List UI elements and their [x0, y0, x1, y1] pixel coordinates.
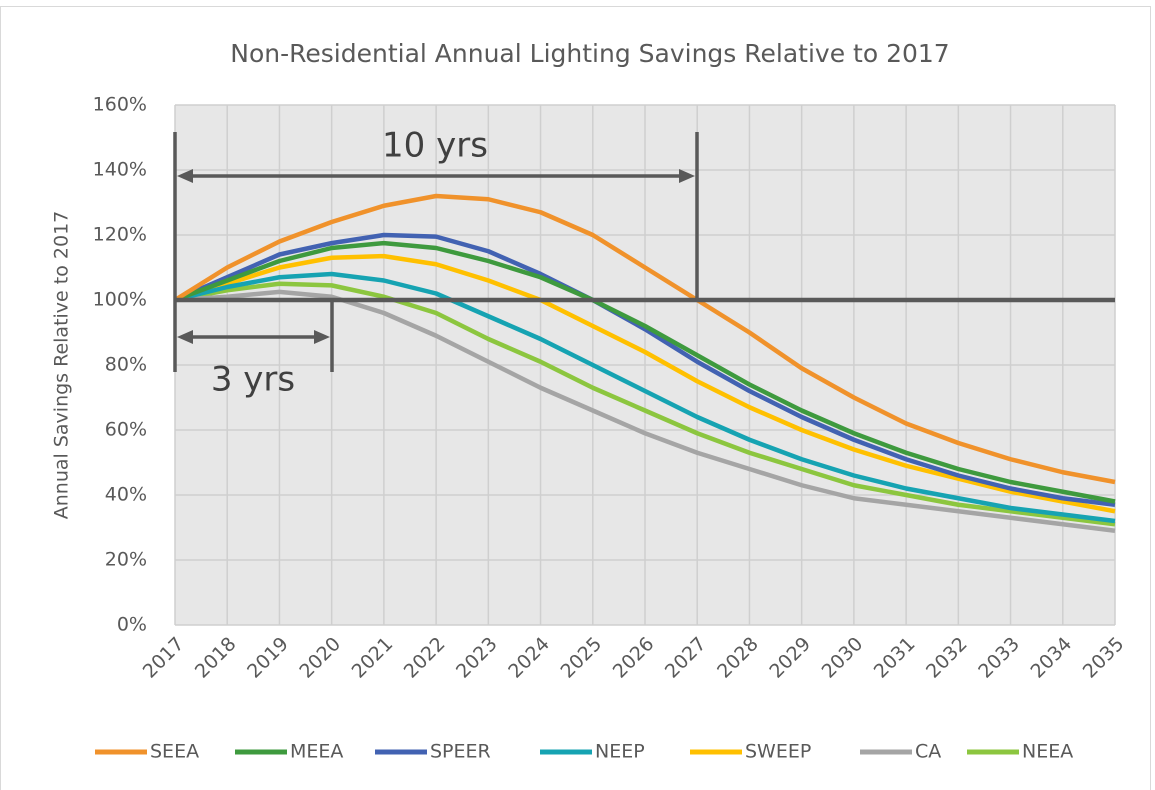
x-tick-label: 2028: [713, 633, 763, 683]
legend-label: SEEA: [150, 741, 199, 763]
series-line: [174, 232, 1116, 507]
y-tick-label: 120%: [93, 224, 147, 246]
annotation-lines: [173, 132, 1115, 372]
annotation: 3 yrs: [211, 360, 295, 400]
arrow-head: [314, 330, 330, 344]
chart-frame: [0, 6, 1151, 790]
series-line: [174, 289, 1116, 533]
x-tick-label: 2023: [452, 633, 502, 683]
legend-label: MEEA: [290, 741, 343, 763]
x-tick-label: 2029: [765, 633, 815, 683]
series-line: [174, 240, 1116, 504]
x-tick-label: 2030: [818, 633, 868, 683]
y-tick-label: 80%: [105, 354, 147, 376]
x-tick-label: 2019: [243, 633, 293, 683]
legend-label: SPEER: [430, 741, 491, 763]
series-line: [174, 271, 1116, 524]
legend-label: NEEP: [595, 741, 645, 763]
legend: SEEA MEEA SPEER NEEP SWEEP CA NEEA: [95, 741, 1073, 763]
arrow-head: [177, 169, 193, 183]
x-tick-label: 2031: [870, 633, 920, 683]
annotation: 10 yrs: [382, 126, 488, 166]
y-tick-label: 100%: [93, 289, 147, 311]
arrow-head: [679, 169, 695, 183]
arrow-head: [177, 330, 193, 344]
legend-label: CA: [915, 741, 941, 763]
x-tick-label: 2027: [661, 633, 711, 683]
x-tick-label: 2025: [556, 633, 606, 683]
x-tick-label: 2021: [348, 633, 398, 683]
x-tick-label: 2034: [1026, 633, 1076, 683]
y-tick-label: 0%: [117, 614, 147, 636]
y-tick-label: 60%: [105, 419, 147, 441]
legend-label: SWEEP: [745, 741, 811, 763]
x-tick-label: 2022: [400, 633, 450, 683]
series-line: [173, 193, 1116, 485]
x-tick-label: 2024: [504, 633, 554, 683]
y-axis-title: Annual Savings Relative to 2017: [51, 211, 73, 519]
series-line: [174, 253, 1116, 514]
x-tick-label: 2020: [295, 633, 345, 683]
y-tick-label: 20%: [105, 549, 147, 571]
x-tick-label: 2032: [922, 633, 972, 683]
x-tick-label: 2018: [191, 633, 241, 683]
lines: [173, 193, 1116, 533]
x-tick-label: 2033: [974, 633, 1024, 683]
series-line: [174, 281, 1116, 527]
y-tick-label: 40%: [105, 484, 147, 506]
y-tick-label: 140%: [93, 159, 147, 181]
legend-label: NEEA: [1022, 741, 1073, 763]
x-tick-label: 2035: [1079, 633, 1129, 683]
x-tick-label: 2026: [609, 633, 659, 683]
chart-title: Non-Residential Annual Lighting Savings …: [230, 39, 949, 68]
x-tick-label: 2017: [139, 633, 189, 683]
y-tick-label: 160%: [93, 94, 147, 116]
